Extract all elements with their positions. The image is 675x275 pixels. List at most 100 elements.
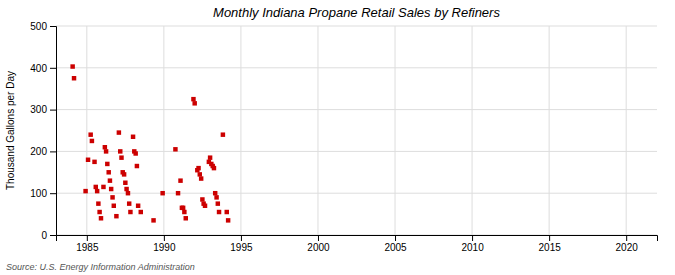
point [104,149,108,153]
point [72,76,76,80]
point [118,149,122,153]
x-tick-label: 1995 [230,242,253,253]
points [70,64,230,222]
x-tick: 2015 [539,235,562,253]
grid-line-y [56,67,657,68]
y-tick-mark [50,193,56,194]
point [135,164,139,168]
grid-line-x [626,26,627,235]
y-tick-label: 400 [30,63,47,74]
point [106,170,110,174]
x-tick: 1990 [153,235,176,253]
x-axis-line [57,236,658,242]
point [225,210,229,214]
grid-line-x [395,26,396,235]
point [128,210,132,214]
point [198,172,202,176]
point [112,204,116,208]
point [105,162,109,166]
x-tick-mark [549,235,550,241]
point [221,132,225,136]
y-tick-mark [50,151,56,152]
point [110,195,114,199]
point [196,166,200,170]
point [114,214,118,218]
y-axis: 0100200300400500 [30,21,56,241]
x-tick: 2000 [307,235,330,253]
grid-line-y [56,151,657,152]
point [86,158,90,162]
x-tick-label: 2015 [539,242,562,253]
y-tick: 400 [30,63,56,74]
point [109,187,113,191]
point [160,191,164,195]
y-tick: 0 [41,230,56,241]
x-tick-label: 2020 [616,242,639,253]
y-tick-label: 200 [30,146,47,157]
grid-line-x [549,26,550,235]
point [83,189,87,193]
x-tick-label: 2005 [384,242,407,253]
point [208,155,212,159]
grid-line-y [56,193,657,194]
x-tick: 2020 [616,235,639,253]
point [192,101,196,105]
x-tick: 2005 [384,235,407,253]
point [94,185,98,189]
x-tick-mark [395,235,396,241]
y-tick-mark [50,26,56,27]
point [103,145,107,149]
y-tick-label: 500 [30,21,47,32]
point [178,178,182,182]
point [117,130,121,134]
point [124,187,128,191]
grid-line-x [240,26,241,235]
grid-line-y [56,26,657,27]
y-tick-mark [50,68,56,69]
point [214,195,218,199]
x-tick: 1995 [230,235,253,253]
point [216,201,220,205]
point [88,132,92,136]
point [200,197,204,201]
point [182,210,186,214]
point [203,204,207,208]
point [173,147,177,151]
point [139,210,143,214]
annotation: Source: U.S. Energy Information Administ… [6,262,195,272]
point [96,201,100,205]
y-tick-label: 300 [30,104,47,115]
point [95,189,99,193]
point [131,135,135,139]
grid-line-y [56,109,657,110]
point [217,210,221,214]
point [70,64,74,68]
grid-line-x [86,26,87,235]
point [184,216,188,220]
point [151,218,155,222]
point [101,185,105,189]
y-tick-mark [50,235,56,236]
grid-line-x [472,26,473,235]
x-tick-label: 1990 [153,242,176,253]
point [90,139,94,143]
point [97,210,101,214]
y-tick-mark [50,110,56,111]
chart: 1985199019952000200520102015202001002003… [0,0,675,275]
point [123,181,127,185]
x-tick: 1985 [76,235,99,253]
x-tick-mark [472,235,473,241]
y-tick: 200 [30,146,56,157]
x-tick-label: 1985 [76,242,99,253]
point [226,218,230,222]
point [176,191,180,195]
x-tick-label: 2010 [461,242,484,253]
grid-line-x [163,26,164,235]
point [136,204,140,208]
grid-line-x [317,26,318,235]
point [199,176,203,180]
point [133,151,137,155]
x-tick: 2010 [461,235,484,253]
y-tick: 300 [30,104,56,115]
x-axis: 1985 1990 1995 2000 2005 2010 2015 2020 [57,235,658,253]
